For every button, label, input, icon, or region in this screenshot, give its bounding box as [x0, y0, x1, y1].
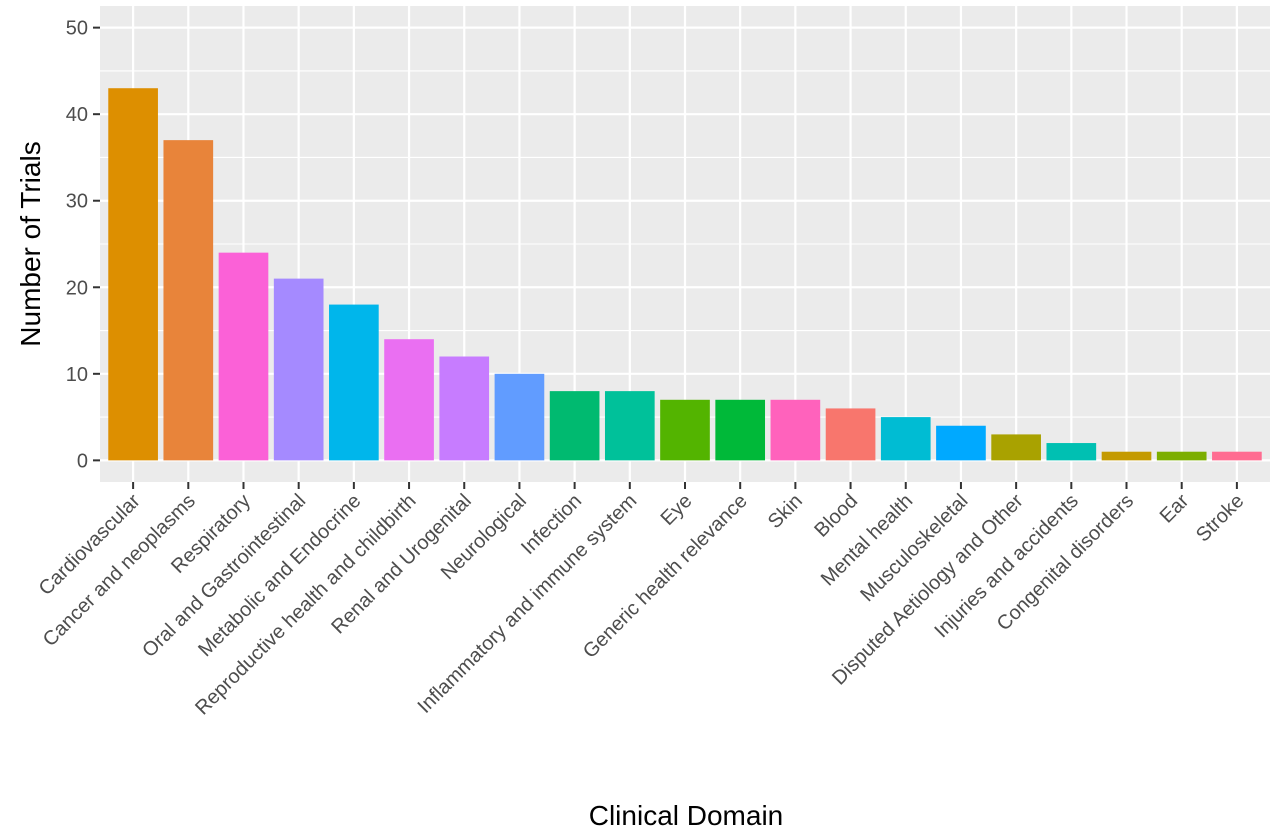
- bar: [439, 356, 490, 461]
- bar: [936, 425, 986, 461]
- bar: [715, 399, 766, 461]
- bar: [1046, 443, 1097, 461]
- x-axis-title: Clinical Domain: [589, 800, 784, 828]
- bar: [770, 399, 821, 461]
- y-axis-title: Number of Trials: [15, 141, 46, 346]
- x-tick-label: Eye: [657, 490, 697, 530]
- bar: [108, 88, 158, 461]
- bar: [218, 252, 269, 461]
- bar: [991, 434, 1041, 461]
- bar: [384, 339, 434, 461]
- bar: [163, 140, 214, 461]
- y-tick-label: 50: [66, 18, 88, 40]
- y-tick-label: 30: [66, 191, 88, 213]
- y-tick-label: 0: [77, 450, 88, 472]
- bar: [494, 373, 545, 461]
- bar: [604, 391, 655, 461]
- x-tick-label: Ear: [1156, 490, 1194, 528]
- bar: [880, 417, 931, 461]
- y-tick-label: 40: [66, 104, 88, 126]
- x-tick-label: Blood: [810, 490, 862, 542]
- bar: [1156, 451, 1207, 461]
- bar: [825, 408, 876, 461]
- y-axis: 0 10 20 30 40 50: [66, 18, 100, 472]
- bar: [329, 304, 379, 461]
- y-tick-label: 20: [66, 277, 88, 299]
- bar: [273, 278, 324, 461]
- bars: [108, 88, 1262, 461]
- x-tick-label: Skin: [764, 490, 807, 533]
- bar: [660, 399, 710, 461]
- bar: [1101, 451, 1152, 461]
- bar: [549, 391, 600, 461]
- x-tick-label: Stroke: [1192, 490, 1248, 546]
- y-tick-label: 10: [66, 364, 88, 386]
- bar: [1212, 451, 1262, 461]
